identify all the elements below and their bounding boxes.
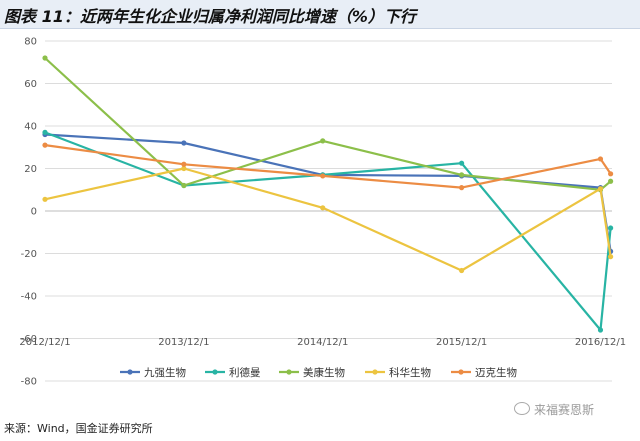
data-point: [42, 129, 48, 135]
data-point: [181, 182, 187, 189]
y-axis: -80 -60 -40 -20 0 20 40 60 80: [21, 37, 37, 388]
chart-title: 图表 11：近两年生化企业归属净利润同比增速（%）下行: [4, 7, 416, 26]
data-point: [459, 160, 465, 166]
watermark-text: 来福赛恩斯: [534, 403, 595, 417]
data-point: [320, 205, 326, 211]
y-tick-label: 0: [31, 207, 37, 218]
watermark: 来福赛恩斯: [514, 401, 594, 418]
data-point: [42, 196, 48, 202]
data-point: [320, 173, 326, 179]
legend-label: 利德曼: [229, 366, 261, 379]
x-tick-label: 2013/12/1: [158, 337, 209, 348]
data-point: [608, 178, 614, 184]
y-tick-label: 20: [24, 164, 37, 175]
legend-label: 九强生物: [144, 366, 186, 379]
y-tick-label: -40: [21, 292, 37, 303]
x-tick-label: 2016/12/1: [575, 337, 626, 348]
y-tick-label: -20: [21, 249, 37, 260]
data-point: [608, 225, 614, 231]
wechat-icon: [514, 402, 530, 415]
data-point: [320, 138, 326, 144]
data-point: [181, 140, 187, 146]
legend-label: 迈克生物: [475, 366, 517, 379]
line-chart: -80 -60 -40 -20 0 20 40 60 80 2012/12/1 2013/12/1…: [19, 37, 626, 388]
data-point: [608, 171, 614, 177]
data-point: [42, 55, 48, 61]
series-line: [44, 144, 612, 189]
source-note: 来源：Wind，国金证券研究所: [4, 422, 153, 435]
legend-label: 科华生物: [389, 366, 431, 379]
data-point: [181, 165, 187, 172]
y-tick-label: 40: [24, 122, 37, 133]
x-tick-label: 2012/12/1: [19, 337, 70, 348]
data-point: [459, 267, 465, 274]
y-tick-label: -80: [21, 377, 37, 388]
series-line: [44, 131, 612, 332]
series-lines: [42, 55, 614, 333]
data-point: [597, 186, 604, 192]
data-point: [608, 254, 614, 260]
y-tick-label: -60: [21, 334, 37, 345]
data-point: [597, 156, 604, 162]
data-point: [459, 185, 465, 191]
title-bar: 图表 11：近两年生化企业归属净利润同比增速（%）下行: [0, 0, 640, 29]
y-tick-label: 80: [24, 37, 37, 48]
x-tick-label: 2015/12/1: [436, 337, 487, 348]
y-tick-label: 60: [24, 79, 37, 90]
legend-marker: [212, 369, 218, 375]
data-point: [597, 327, 604, 333]
series-line: [44, 167, 612, 272]
data-point: [459, 172, 465, 178]
legend: 九强生物 利德曼 美康生物 科华生物 迈克生物: [120, 366, 517, 379]
data-point: [181, 161, 187, 167]
legend-label: 美康生物: [303, 366, 345, 379]
x-tick-label: 2014/12/1: [297, 337, 348, 348]
legend-marker: [127, 369, 133, 375]
legend-marker: [372, 369, 378, 375]
legend-marker: [286, 369, 292, 375]
data-point: [42, 142, 48, 148]
series-line: [44, 57, 612, 191]
x-axis: 2012/12/1 2013/12/1 2014/12/1 2015/12/1 2016…: [19, 337, 626, 348]
legend-marker: [458, 369, 464, 375]
